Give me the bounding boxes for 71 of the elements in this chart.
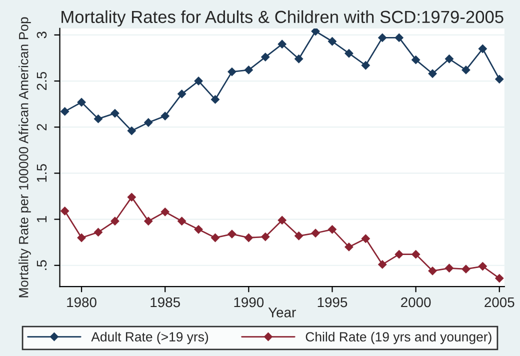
point (361, 61, 370, 70)
point (144, 216, 153, 226)
point (344, 49, 354, 58)
point (144, 118, 153, 127)
point (194, 225, 203, 234)
point (228, 230, 236, 238)
point (261, 232, 270, 242)
legend-label: Child Rate (19 yrs and younger) (306, 332, 492, 344)
point (228, 68, 236, 76)
point (60, 206, 70, 216)
point (344, 242, 354, 252)
point (394, 33, 404, 42)
point (127, 192, 136, 202)
point (210, 95, 220, 104)
point (361, 234, 370, 243)
point (210, 233, 220, 242)
point (278, 40, 286, 48)
point (77, 98, 86, 106)
point (94, 228, 102, 236)
point (127, 126, 136, 136)
point (462, 66, 470, 74)
point (444, 264, 454, 272)
point (94, 114, 102, 124)
point (495, 274, 504, 283)
point (278, 216, 286, 224)
x-tick-label: 1985 (150, 297, 180, 308)
point (412, 250, 420, 259)
point (412, 56, 420, 64)
point (462, 264, 470, 274)
point (444, 54, 454, 64)
x-tick-label: 2005 (484, 297, 514, 308)
point (294, 232, 304, 240)
y-axis-title: Mortality Rate per 100000 African American Pop (18, 17, 31, 298)
point (428, 266, 437, 276)
point (394, 250, 404, 259)
chart-title: Mortality Rates for Adults & Children with SCD:1979-2005 (62, 10, 504, 27)
y-tick-label: 1.5 (36, 164, 47, 182)
x-axis-title: Year (268, 308, 296, 318)
x-tick-label: 1980 (67, 297, 96, 308)
x-tick-label: 1990 (234, 297, 264, 308)
point (194, 76, 203, 86)
point (328, 225, 336, 234)
y-tick-label: 3 (36, 32, 47, 38)
point (378, 260, 387, 269)
point (311, 228, 320, 238)
x-tick-label: 2000 (401, 297, 431, 308)
point (244, 66, 253, 74)
point (160, 112, 170, 120)
point (428, 69, 437, 78)
point (110, 109, 120, 118)
point (311, 28, 320, 36)
x-tick-label: 1995 (318, 297, 348, 308)
y-tick-label: 1 (36, 216, 46, 222)
point (378, 33, 387, 42)
point (110, 216, 120, 226)
point (294, 54, 304, 64)
point (60, 107, 70, 116)
point (178, 90, 186, 98)
point (495, 74, 504, 84)
legend-label: Adult Rate (>19 yrs) (91, 332, 208, 344)
point (244, 233, 253, 242)
y-tick-label: 2 (36, 124, 46, 130)
point (478, 262, 487, 271)
point (261, 52, 270, 62)
point (77, 233, 86, 242)
y-tick-label: 2.5 (36, 72, 47, 90)
point (328, 37, 336, 46)
y-tick-label: .5 (36, 260, 47, 270)
point (178, 216, 186, 226)
point (160, 208, 170, 216)
point (478, 44, 487, 54)
